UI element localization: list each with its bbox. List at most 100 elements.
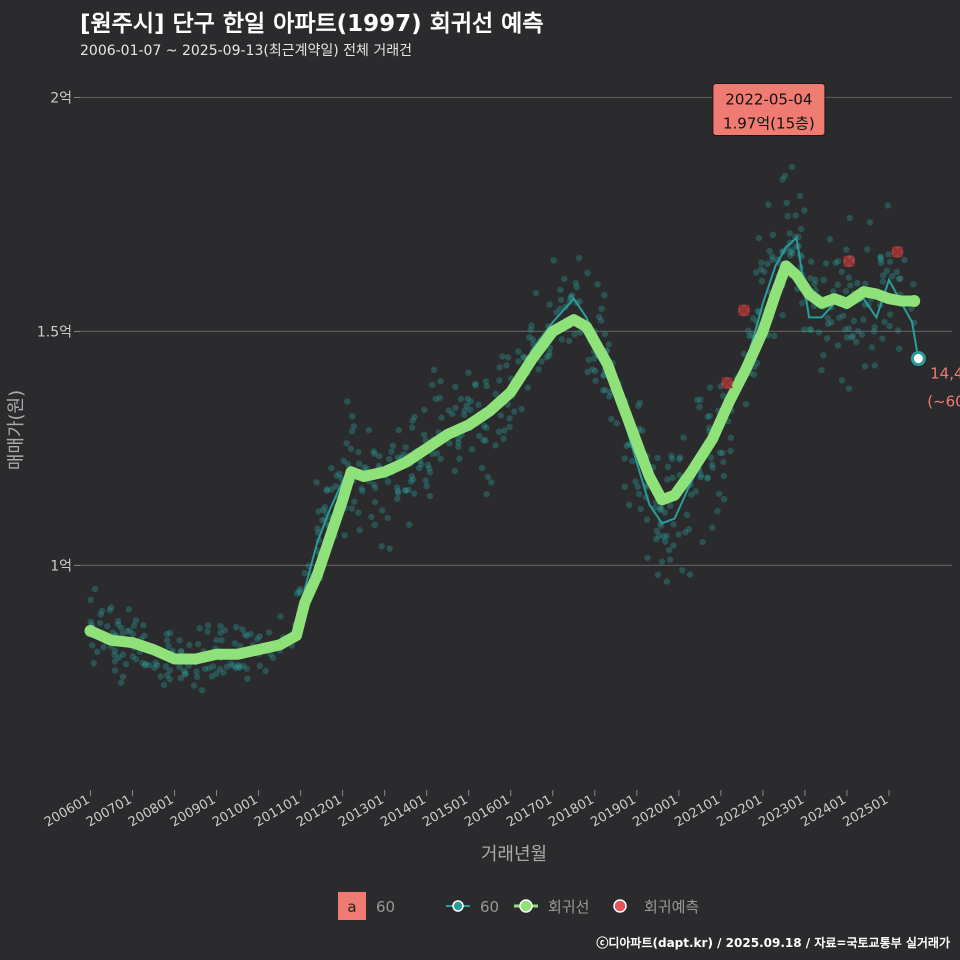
scatter-point (584, 368, 591, 376)
scatter-point (455, 439, 462, 446)
scatter-point (784, 212, 791, 220)
scatter-point (343, 440, 350, 447)
scatter-point (764, 260, 771, 267)
scatter-point (828, 319, 835, 326)
scatter-point (653, 527, 660, 534)
last-point-highlight: 14,420 (~60㎡) (910, 351, 960, 411)
scatter-point (860, 316, 867, 323)
scatter-point (765, 201, 772, 208)
scatter-point (529, 336, 537, 343)
series-60-line (90, 235, 920, 660)
scatter-point (629, 457, 636, 465)
scatter-point (467, 406, 474, 414)
scatter-point (613, 420, 620, 427)
scatter-point (653, 536, 660, 543)
scatter-point (714, 508, 721, 515)
scatter-point (395, 426, 402, 434)
scatter-point (823, 335, 831, 342)
scatter-point (385, 455, 393, 463)
x-tick-label: 202401 (798, 792, 848, 830)
scatter-point (492, 390, 499, 398)
scatter-point (668, 452, 675, 460)
scatter-point (658, 558, 666, 565)
scatter-point (569, 292, 576, 299)
scatter-point (256, 662, 263, 669)
x-tick-label: 201301 (336, 792, 386, 830)
scatter-point (811, 280, 818, 288)
x-tick-label: 201701 (504, 792, 554, 830)
series-regression-line (85, 260, 920, 665)
scatter-point (163, 637, 171, 644)
scatter-point (166, 675, 173, 683)
scatter-point (699, 538, 706, 546)
scatter-point (798, 225, 805, 233)
scatter-point (341, 532, 348, 539)
scatter-point (716, 490, 723, 497)
scatter-point (820, 351, 827, 359)
scatter-point (709, 464, 716, 471)
scatter-point (870, 328, 878, 335)
scatter-point (301, 570, 309, 577)
scatter-point (789, 250, 796, 257)
chart-title: [원주시] 단구 한일 아파트(1997) 회귀선 예측 (80, 11, 544, 37)
scatter-point (119, 651, 127, 658)
scatter-point (694, 396, 701, 404)
scatter-point (247, 630, 254, 638)
scatter-point (685, 526, 693, 533)
forecast-points (721, 245, 904, 389)
scatter-point (910, 281, 917, 288)
scatter-point (576, 298, 583, 305)
scatter-point (195, 641, 202, 648)
scatter-point (752, 269, 760, 276)
scatter-point (449, 410, 456, 418)
scatter-point (355, 448, 362, 456)
scatter-point (422, 477, 429, 484)
scatter-point (420, 431, 428, 438)
y-tick-label: 1.5억 (37, 324, 72, 340)
scatter-point (832, 259, 839, 266)
scatter-point (253, 636, 261, 643)
legend-60-label: 60 (480, 898, 499, 916)
forecast-point (891, 245, 904, 258)
scatter-point (371, 498, 379, 506)
x-tick-label: 201201 (294, 792, 344, 830)
scatter-point (538, 358, 545, 365)
scatter-point (361, 464, 368, 471)
scatter-point (679, 567, 686, 574)
scatter-point (344, 398, 351, 405)
x-tick-label: 201501 (420, 792, 470, 830)
scatter-point (707, 454, 715, 461)
scatter-point (577, 329, 584, 336)
scatter-point (769, 253, 776, 260)
scatter-point (132, 617, 140, 624)
forecast-point (737, 304, 750, 317)
scatter-point (883, 267, 891, 274)
scatter-point (716, 449, 724, 456)
scatter-point (834, 281, 841, 288)
scatter-point (663, 532, 670, 540)
y-tick-label: 1억 (50, 558, 72, 574)
scatter-point (213, 636, 220, 644)
scatter-point (881, 318, 888, 326)
scatter-point (697, 474, 704, 481)
scatter-point (862, 280, 869, 288)
scatter-point (118, 624, 125, 632)
scatter-points (87, 163, 918, 694)
scatter-point (119, 630, 126, 638)
scatter-point (432, 395, 439, 403)
scatter-point (351, 498, 358, 505)
scatter-point (602, 386, 609, 394)
scatter-point (205, 665, 212, 672)
scatter-point (826, 236, 834, 243)
scatter-point (177, 674, 185, 682)
scatter-point (472, 380, 479, 387)
scatter-point (634, 483, 641, 491)
scatter-point (332, 483, 339, 490)
scatter-point (91, 585, 99, 593)
scatter-point (129, 653, 136, 660)
scatter-point (457, 395, 465, 403)
scatter-point (139, 659, 146, 666)
scatter-point (388, 448, 395, 455)
scatter-point (527, 326, 534, 334)
scatter-point (451, 467, 458, 475)
